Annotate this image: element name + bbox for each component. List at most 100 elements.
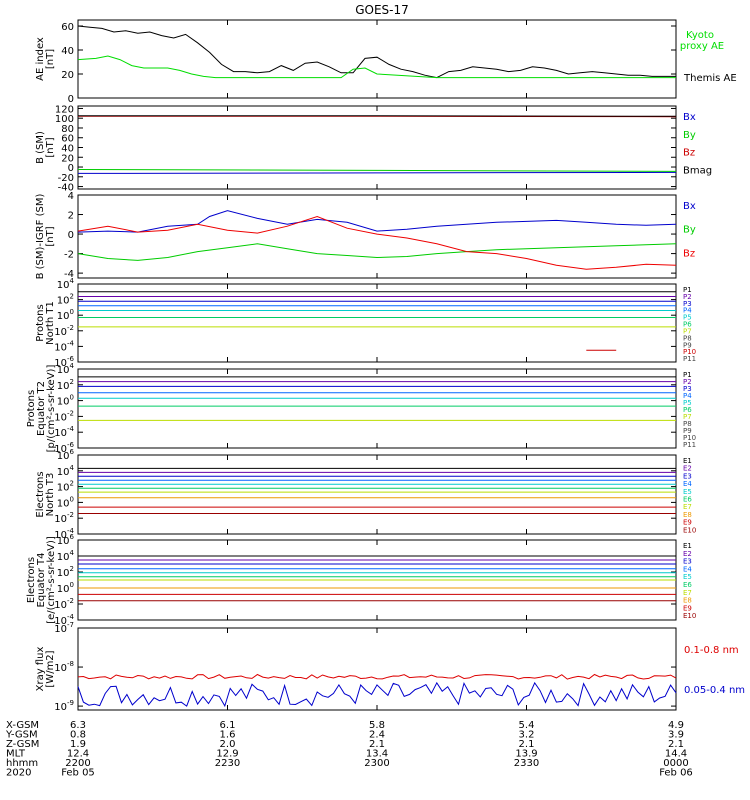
y-tick-label: 10-2	[54, 409, 74, 423]
x-axis-value: 2.4	[369, 730, 385, 741]
legend-label: P7	[683, 327, 692, 335]
legend-label: Bz	[683, 148, 695, 159]
x-axis-row-label: Y-GSM	[5, 730, 38, 741]
x-axis-value: 2300	[364, 758, 389, 769]
y-tick-exponent: 2	[70, 480, 74, 488]
legend-label: P9	[683, 427, 692, 435]
x-axis-table: X-GSMY-GSMZ-GSMMLThhmm20206.30.81.912.42…	[5, 720, 693, 779]
series-line-themis-ae	[77, 25, 676, 79]
y-tick-label: 102	[57, 378, 74, 392]
legend-label: E2	[683, 550, 692, 558]
y-tick-label: 120	[55, 104, 74, 115]
y-axis-label: Xray flux	[35, 647, 46, 692]
legend-label: E4	[683, 480, 692, 488]
y-tick-label: -20	[58, 173, 74, 184]
legend-label: P4	[683, 392, 692, 400]
y-axis-label: Electrons	[35, 471, 46, 517]
legend-label: E10	[683, 612, 696, 620]
y-tick-exponent: -7	[67, 621, 74, 629]
legend-label: P6	[683, 321, 692, 329]
legend-label: E7	[683, 589, 692, 597]
y-tick-label: 0	[68, 94, 74, 105]
y-tick-exponent: -6	[67, 355, 75, 363]
legend-label: E6	[683, 581, 692, 589]
series-line-kyoto-proxy-ae	[77, 55, 676, 79]
y-tick-label: -2	[64, 250, 74, 261]
x-axis-value: 5.8	[369, 720, 385, 731]
panel-frame	[77, 627, 677, 711]
y-tick-label: 4	[68, 191, 74, 202]
y-axis-label: Protons	[35, 304, 46, 341]
y-tick-exponent: -2	[67, 409, 74, 417]
y-tick-label: 10-4	[54, 425, 74, 439]
y-tick-label: 104	[57, 277, 75, 291]
x-axis-value: 2230	[215, 758, 240, 769]
x-axis-value: 2330	[514, 758, 539, 769]
x-axis-value: 13.4	[366, 749, 388, 760]
x-axis-value: 2.1	[369, 739, 385, 750]
y-tick-label: 100	[57, 581, 74, 595]
y-axis-label: Electrons	[26, 557, 37, 603]
x-axis-row-label: MLT	[6, 749, 26, 760]
y-axis-label: North T1	[45, 301, 56, 345]
series-line-bx	[77, 210, 677, 233]
series-line-by	[77, 169, 677, 172]
legend-label: P10	[683, 348, 696, 356]
y-tick-label: 60	[61, 134, 74, 145]
legend-label: P11	[683, 441, 696, 449]
y-tick-exponent: -9	[67, 699, 74, 707]
panel-frame	[77, 368, 677, 449]
y-tick-exponent: -4	[67, 613, 75, 621]
x-axis-row-label: X-GSM	[6, 720, 39, 731]
legend-label: E2	[683, 465, 692, 473]
y-tick-label: -4	[64, 269, 74, 280]
legend-label: 0.1-0.8 nm	[684, 645, 739, 656]
legend-label: By	[683, 130, 696, 141]
y-tick-exponent: 2	[70, 293, 74, 301]
panel-xray: 10-7 10-8 10-9 Xray flux [W/m2] 0.1-0.8 nm 0.0…	[35, 621, 745, 713]
y-tick-label: 104	[57, 464, 75, 478]
x-axis-row-label: Z-GSM	[6, 739, 39, 750]
legend-label: E8	[683, 597, 692, 605]
x-axis-value: 12.9	[216, 749, 238, 760]
legend-label: Themis AE	[683, 73, 737, 84]
y-tick-label: 100	[55, 114, 74, 125]
legend-label: E4	[683, 565, 692, 573]
x-axis-value: 1.9	[70, 739, 86, 750]
x-axis-row-label: 2020	[6, 768, 31, 779]
y-axis-label: Equator T2	[36, 381, 47, 436]
y-tick-label: 100	[57, 394, 74, 408]
y-tick-exponent: 6	[70, 533, 75, 541]
y-axis-label: North T3	[45, 473, 56, 517]
y-tick-label: 104	[57, 362, 75, 376]
legend-label: E6	[683, 496, 692, 504]
y-tick-exponent: -8	[67, 660, 74, 668]
x-axis-value: 0000	[663, 758, 688, 769]
y-tick-label: 102	[57, 293, 74, 307]
legend-label: E9	[683, 604, 692, 612]
y-tick-exponent: -6	[67, 441, 75, 449]
y-tick-label: 40	[61, 144, 74, 155]
y-axis-label: [W/m2]	[45, 650, 56, 687]
y-tick-exponent: 4	[70, 549, 75, 557]
y-tick-exponent: 2	[70, 378, 74, 386]
plot-title: GOES-17	[355, 3, 409, 17]
legend-label: 0.05-0.4 nm	[684, 685, 745, 696]
y-axis-label: [p/(cm²-s-sr-keV)]	[46, 365, 57, 453]
legend-label: Bmag	[683, 165, 712, 176]
legend-label: E10	[683, 526, 696, 534]
legend-label: P4	[683, 307, 692, 315]
legend-label: P1	[683, 371, 692, 379]
y-tick-label: 0	[68, 230, 74, 241]
panel-frame	[77, 105, 677, 190]
x-axis-value: 1.6	[220, 730, 236, 741]
panel-frame	[77, 194, 677, 279]
legend-label: E9	[683, 519, 692, 527]
y-tick-exponent: 4	[70, 277, 75, 285]
y-axis-label: B (SM)-IGRF (SM)	[35, 194, 46, 280]
legend-label: proxy AE	[680, 41, 724, 52]
legend-label: E3	[683, 472, 692, 480]
